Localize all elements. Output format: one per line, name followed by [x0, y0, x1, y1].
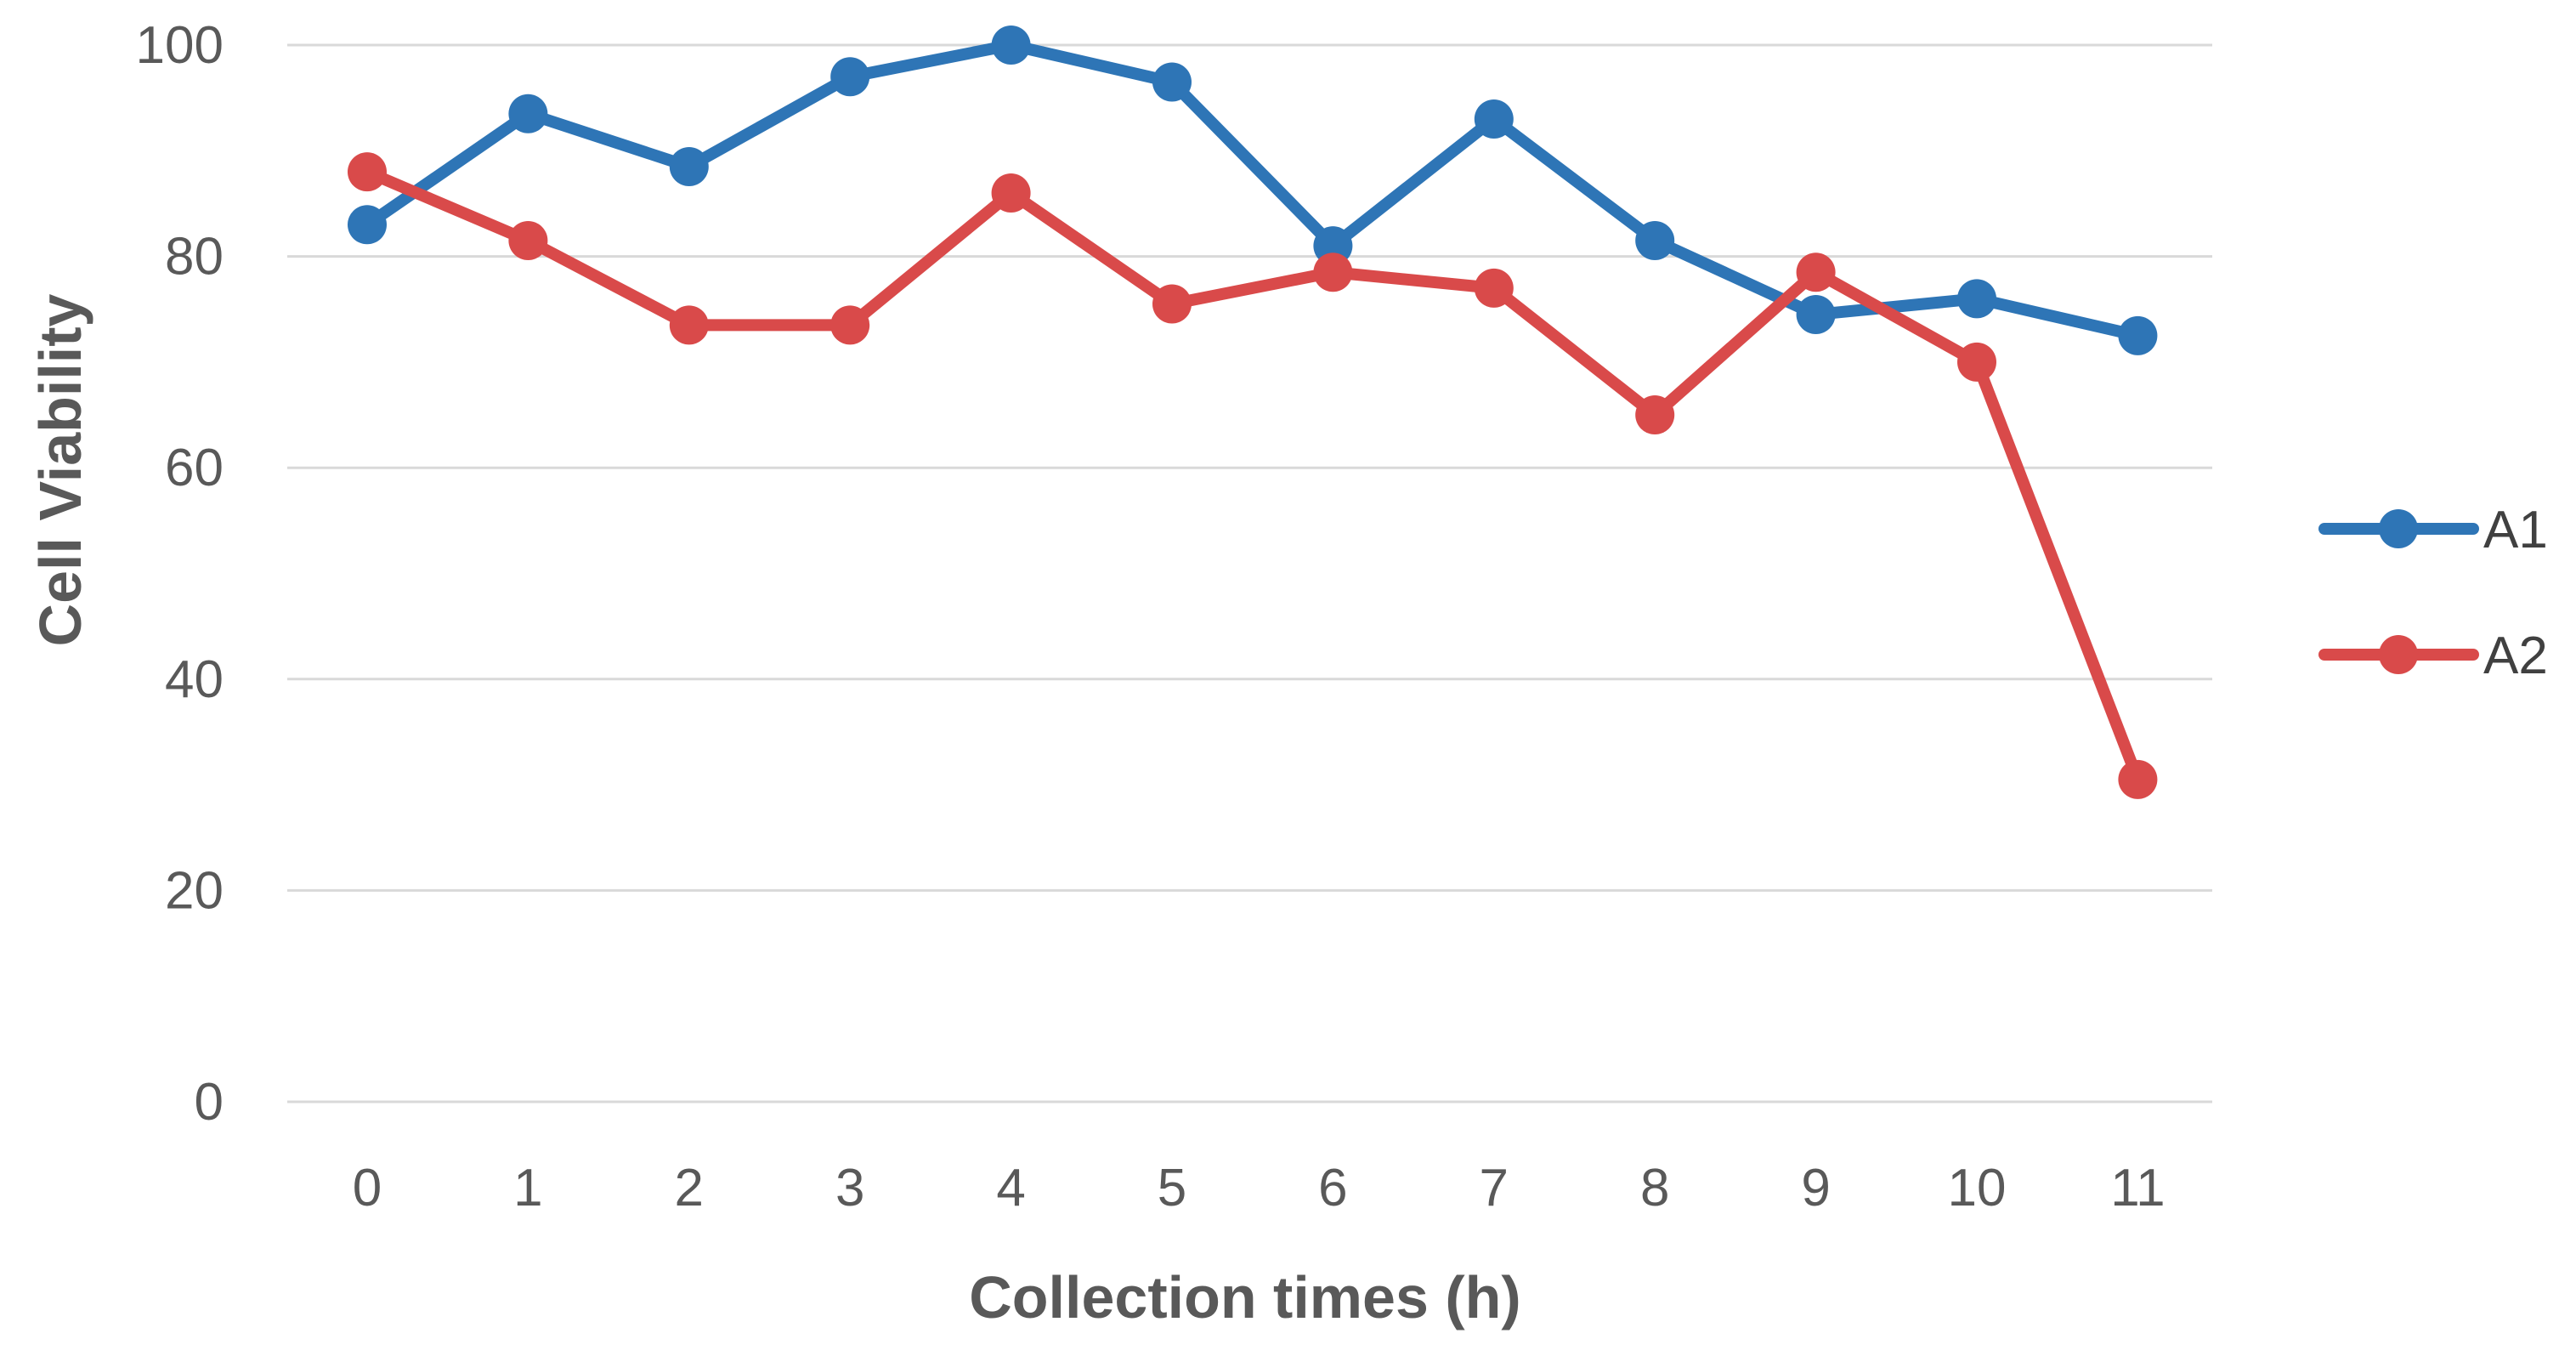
x-tick-label: 5 [1158, 1159, 1186, 1217]
y-tick-label: 0 [195, 1073, 224, 1132]
y-axis-ticks: 0 20 40 60 80 100 [136, 16, 224, 1132]
x-axis-title: Collection times (h) [969, 1264, 1520, 1330]
gridlines [287, 43, 2212, 1104]
x-tick-label: 8 [1640, 1159, 1669, 1217]
data-point [2118, 759, 2158, 799]
y-tick-label: 100 [136, 16, 224, 75]
data-point [830, 57, 870, 97]
data-point [1152, 284, 1192, 324]
data-point [830, 305, 870, 345]
data-point [1635, 395, 1675, 435]
data-point [1313, 252, 1353, 292]
data-point [508, 94, 548, 133]
data-point [1474, 99, 1514, 139]
x-tick-label: 9 [1801, 1159, 1830, 1217]
data-point [508, 220, 548, 260]
x-tick-label: 0 [353, 1159, 382, 1217]
data-point [991, 26, 1031, 65]
y-tick-label: 40 [165, 650, 224, 709]
data-point [991, 173, 1031, 213]
data-point [1957, 279, 1996, 319]
x-tick-label: 11 [2110, 1159, 2165, 1217]
data-point [2118, 315, 2158, 355]
legend-label: A2 [2483, 627, 2548, 685]
series-line [361, 39, 2144, 342]
legend-item-a2: A2 [2318, 627, 2548, 685]
data-point [1152, 62, 1192, 102]
data-point [1635, 220, 1675, 260]
data-point [1474, 268, 1514, 308]
data-point [1796, 252, 1836, 292]
data-point [1796, 294, 1836, 334]
x-tick-label: 4 [996, 1159, 1025, 1217]
y-tick-label: 20 [165, 861, 224, 920]
x-tick-label: 6 [1318, 1159, 1347, 1217]
series-a1 [348, 26, 2158, 355]
y-tick-label: 60 [165, 439, 224, 497]
data-point [348, 152, 387, 192]
x-tick-label: 1 [513, 1159, 542, 1217]
data-point [348, 205, 387, 245]
x-tick-label: 7 [1480, 1159, 1509, 1217]
legend-item-a1: A1 [2318, 501, 2548, 559]
x-axis-ticks: 0 1 2 3 4 5 6 7 8 9 10 11 [353, 1159, 2166, 1217]
x-tick-label: 3 [835, 1159, 864, 1217]
data-point [669, 305, 709, 345]
legend: A1 A2 [2318, 501, 2548, 685]
legend-label: A1 [2483, 501, 2548, 559]
legend-marker [2379, 509, 2418, 548]
y-tick-label: 80 [165, 228, 224, 287]
data-point [1957, 342, 1996, 382]
x-tick-label: 10 [1948, 1159, 2007, 1217]
series-lines [348, 26, 2158, 799]
series-line [361, 166, 2144, 786]
legend-marker [2379, 635, 2418, 674]
series-a2 [348, 152, 2158, 799]
x-tick-label: 2 [675, 1159, 704, 1217]
data-point [669, 146, 709, 186]
y-axis-title: Cell Viability [27, 293, 93, 646]
